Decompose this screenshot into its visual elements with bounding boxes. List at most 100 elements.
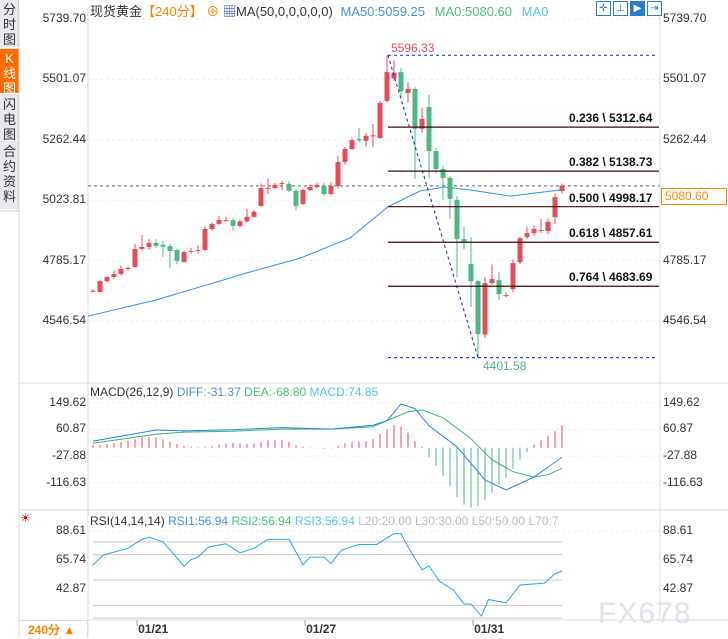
macd-axis-label-right: -27.88 [663, 448, 698, 463]
candle [405, 82, 411, 103]
rsi-line [92, 533, 563, 618]
candle [419, 107, 425, 133]
candle-body [461, 239, 467, 243]
candle-body [531, 228, 537, 234]
rsi-title[interactable]: RSI(14,14,14) [90, 514, 165, 528]
candle-body [139, 246, 145, 249]
candle-body [272, 184, 278, 188]
date-label: 01/31 [474, 622, 505, 636]
candle [174, 248, 180, 265]
candle-body [377, 102, 383, 138]
candle-body [321, 185, 327, 195]
candle-body [160, 244, 166, 247]
indicator-icon[interactable]: ▦ [222, 4, 236, 19]
candle-body [405, 89, 411, 94]
candle-body [510, 263, 516, 290]
zoom-range-icon[interactable]: ⊥ [613, 1, 628, 16]
rsi-axis-label-left: 42.87 [55, 580, 86, 595]
candle [195, 245, 201, 254]
candle-body [216, 219, 222, 224]
period-label[interactable]: 【240分】 [142, 4, 203, 19]
candle-body [538, 230, 544, 232]
macd-axis-label-right: -116.63 [663, 474, 703, 489]
rsi1-value: RSI1:56.94 [168, 514, 229, 528]
candle [545, 218, 551, 235]
tab-flash[interactable]: 闪电图 [0, 95, 19, 142]
fib-level-label: 0.236 \ 5312.64 [569, 111, 653, 126]
tab-contract-info[interactable]: 合约资料 [0, 142, 19, 210]
candle-body [559, 185, 565, 192]
candle [160, 241, 166, 257]
candle-body [391, 72, 397, 79]
rsi-l50: L50:50.00 [471, 514, 526, 528]
candle-body [153, 242, 159, 246]
fib-level-label: 0.618 \ 4857.61 [569, 226, 653, 241]
candle [398, 68, 404, 98]
macd-header: MACD(26,12,9) DIFF:-31.37 DEA:-68.80 MAC… [90, 385, 378, 399]
candle [230, 218, 236, 231]
candle [153, 239, 159, 248]
candle [167, 243, 173, 268]
candle-body [454, 199, 460, 240]
tab-kline[interactable]: K线图 [0, 49, 19, 96]
candle [426, 94, 432, 178]
candle-body [125, 267, 131, 269]
candle-body [188, 251, 194, 253]
candle-body [230, 220, 236, 226]
dea-line [92, 409, 563, 478]
candle-body [370, 135, 376, 137]
candle [552, 193, 558, 224]
period-selector[interactable]: 240分 ▲ [18, 620, 88, 638]
candle-body [489, 279, 495, 284]
price-axis-label-right: 5501.07 [663, 71, 707, 86]
low-label: 4401.58 [483, 359, 527, 373]
fib-level-label: 0.382 \ 5138.73 [569, 155, 653, 170]
macd-axis-label-left: -116.63 [46, 474, 86, 489]
candle [524, 226, 530, 240]
candle [314, 182, 320, 189]
macd-value: MACD:74.85 [309, 385, 379, 399]
price-axis-label-left: 5023.81 [42, 192, 86, 207]
candle [328, 181, 334, 196]
candle [104, 276, 110, 283]
candle-body [328, 185, 334, 195]
candle [370, 123, 376, 147]
macd-dea: DEA:-68.80 [244, 385, 307, 399]
candle [489, 264, 495, 285]
candle-body [475, 281, 481, 335]
candle [356, 128, 362, 143]
candle [447, 175, 453, 219]
candle-body [251, 211, 257, 217]
tab-timeshare[interactable]: 分时图 [0, 0, 19, 48]
macd-title[interactable]: MACD(26,12,9) [90, 385, 174, 399]
candle [559, 183, 565, 194]
candle-body [426, 107, 432, 152]
ma-params[interactable]: MA(50,0,0,0,0,0) [236, 4, 333, 19]
candle [517, 236, 523, 265]
date-label: 01/21 [138, 622, 169, 636]
price-axis-label-left: 4785.17 [42, 252, 86, 267]
price-axis-label-right: 4785.17 [663, 252, 707, 267]
macd-axis-label-left: 149.62 [49, 394, 86, 409]
crosshair-button-icon[interactable]: ✛ [596, 1, 611, 16]
crosshair-toggle-icon[interactable]: ⊕ [206, 4, 220, 19]
rsi-axis-label-left: 65.74 [55, 551, 86, 566]
rsi-settings-icon[interactable]: ☀ [20, 511, 31, 525]
candle-body [433, 151, 439, 170]
rsi3-value: RSI3:56.94 [294, 514, 355, 528]
candle [146, 239, 152, 250]
candle-body [111, 274, 117, 278]
candle-body [384, 72, 390, 101]
candle-body [545, 221, 551, 232]
macd-axis-label-left: -27.88 [51, 448, 86, 463]
candle-body [279, 182, 285, 184]
move-right-icon[interactable]: ⇥ [647, 1, 662, 16]
date-label: 01/27 [306, 622, 337, 636]
candle-body [440, 169, 446, 178]
candle [244, 208, 250, 223]
candle [538, 218, 544, 233]
ma50-value: MA50:5059.25 [340, 4, 426, 19]
play-icon[interactable]: ▶ [630, 1, 645, 16]
instrument-name: 现货黄金 [90, 4, 143, 19]
